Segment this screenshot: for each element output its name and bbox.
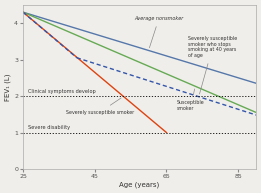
Y-axis label: FEV₁ (L): FEV₁ (L) — [5, 73, 11, 101]
Text: Severe disability: Severe disability — [28, 125, 70, 130]
Text: Average nonsmoker: Average nonsmoker — [134, 16, 183, 48]
Text: Clinical symptoms develop: Clinical symptoms develop — [28, 89, 96, 94]
Text: Severely susceptible smoker: Severely susceptible smoker — [66, 98, 134, 114]
Text: Susceptible
smoker: Susceptible smoker — [177, 89, 205, 111]
X-axis label: Age (years): Age (years) — [120, 182, 160, 188]
Text: Severely susceptible
smoker who stops
smoking at 40 years
of age: Severely susceptible smoker who stops sm… — [188, 36, 237, 94]
